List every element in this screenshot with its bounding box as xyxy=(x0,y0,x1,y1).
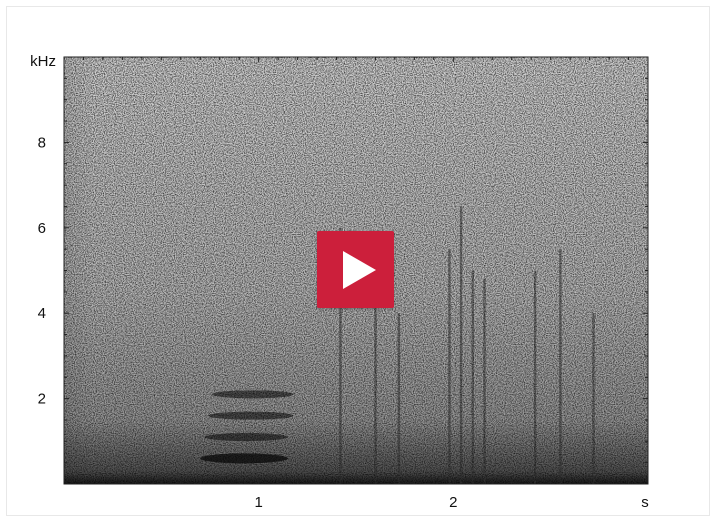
y-unit-label: kHz xyxy=(30,53,56,70)
x-tick-label: 1 xyxy=(254,494,262,511)
y-tick-label: 2 xyxy=(38,391,46,408)
play-button[interactable] xyxy=(317,231,394,308)
y-tick-label: 4 xyxy=(38,305,46,322)
x-tick-label: 2 xyxy=(449,494,457,511)
y-tick-label: 6 xyxy=(38,220,46,237)
plot-area xyxy=(64,57,648,484)
y-tick-label: 8 xyxy=(38,134,46,151)
play-icon xyxy=(343,251,376,289)
minor-ticks xyxy=(64,57,648,484)
axis-labels: 2 4 6 8 1 2 kHz s xyxy=(30,53,649,511)
x-unit-label: s xyxy=(641,494,649,511)
